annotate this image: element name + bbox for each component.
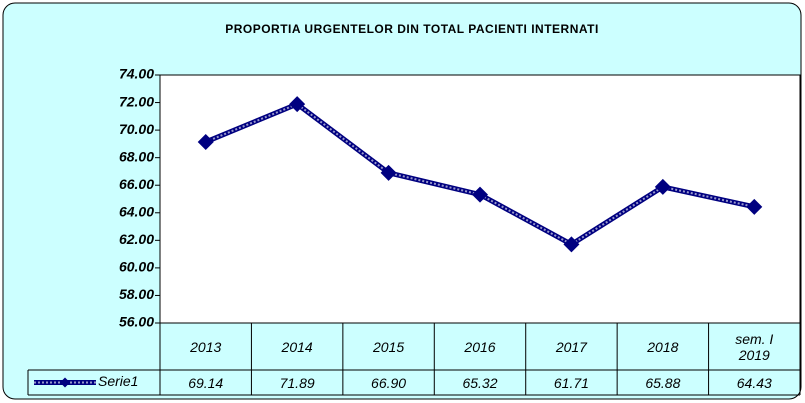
marker <box>654 178 671 195</box>
x-tick-label-text: 2016 <box>464 338 496 355</box>
x-tick-label-text: 2017 <box>555 338 587 355</box>
x-tick-label: 2013 <box>160 323 251 370</box>
value-label-text: 64.43 <box>736 374 772 391</box>
y-tick-label: 74.00 <box>119 66 154 82</box>
x-tick-label-text: 2013 <box>190 338 222 355</box>
x-tick-label-text: 2015 <box>372 338 405 355</box>
x-tick-label-text: sem. I 2019 <box>735 330 774 363</box>
x-tick-label: 2014 <box>251 323 342 370</box>
x-tick-label: 2018 <box>617 323 708 370</box>
value-label: 69.14 <box>160 370 251 395</box>
y-tick-label: 72.00 <box>119 93 154 109</box>
value-label-text: 69.14 <box>188 374 224 391</box>
y-tick-label: 56.00 <box>119 314 154 330</box>
value-label-text: 65.88 <box>645 374 681 391</box>
x-tick-label: sem. I 2019 <box>709 323 800 370</box>
value-label: 71.89 <box>251 370 342 395</box>
y-tick-label: 68.00 <box>119 148 154 164</box>
value-label: 66.90 <box>343 370 434 395</box>
x-tick-label: 2017 <box>526 323 617 370</box>
value-label-text: 61.71 <box>553 374 589 391</box>
value-label: 64.43 <box>709 370 800 395</box>
marker <box>197 133 214 150</box>
value-label-text: 71.89 <box>279 374 315 391</box>
y-tick-label: 60.00 <box>119 259 154 275</box>
marker <box>472 186 488 203</box>
x-tick-label: 2016 <box>434 323 525 370</box>
marker <box>746 198 763 215</box>
legend-label: Serie1 <box>98 373 138 389</box>
legend-marker <box>60 377 70 388</box>
value-label-text: 65.32 <box>462 374 498 391</box>
x-tick-label-text: 2018 <box>647 338 679 355</box>
marker <box>563 236 580 253</box>
value-label: 65.32 <box>434 370 525 395</box>
value-label: 61.71 <box>526 370 617 395</box>
y-tick-label: 62.00 <box>119 231 154 247</box>
y-tick-label: 66.00 <box>119 176 154 192</box>
marker <box>289 96 306 113</box>
y-tick-label: 64.00 <box>119 203 154 219</box>
chart-title: PROPORTIA URGENTELOR DIN TOTAL PACIENTI … <box>225 22 599 36</box>
value-label-text: 66.90 <box>371 374 407 391</box>
y-tick-label: 58.00 <box>119 286 154 302</box>
y-tick-label: 70.00 <box>119 121 154 137</box>
marker <box>380 164 397 181</box>
x-tick-label: 2015 <box>343 323 434 370</box>
value-label: 65.88 <box>617 370 708 395</box>
x-tick-label-text: 2014 <box>281 338 313 355</box>
